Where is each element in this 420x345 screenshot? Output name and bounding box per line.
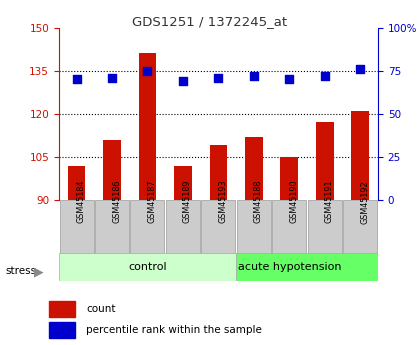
Text: count: count [87, 304, 116, 314]
Point [180, 78, 186, 84]
Bar [201, 200, 236, 254]
Point [250, 73, 257, 79]
Bar [245, 137, 263, 200]
Text: GSM45192: GSM45192 [360, 180, 369, 224]
Point [357, 66, 364, 72]
Bar [131, 200, 165, 254]
Bar [272, 200, 306, 254]
Text: GDS1251 / 1372245_at: GDS1251 / 1372245_at [132, 16, 288, 29]
Bar [50, 301, 75, 317]
Bar [166, 200, 200, 254]
Point [321, 73, 328, 79]
Bar [103, 140, 121, 200]
Text: GSM45193: GSM45193 [218, 180, 227, 224]
Text: percentile rank within the sample: percentile rank within the sample [87, 325, 262, 335]
Text: GSM45189: GSM45189 [183, 180, 192, 224]
Text: stress: stress [6, 266, 37, 276]
Bar [95, 200, 129, 254]
Bar [59, 253, 236, 281]
Bar [308, 200, 342, 254]
Bar [68, 166, 85, 200]
Bar [352, 111, 369, 200]
Text: GSM45187: GSM45187 [147, 180, 157, 224]
Text: GSM45191: GSM45191 [325, 180, 334, 224]
Bar [210, 146, 227, 200]
Bar [236, 253, 378, 281]
Point [73, 77, 80, 82]
Bar [316, 122, 333, 200]
Bar [50, 322, 75, 338]
Point [286, 77, 293, 82]
Point [144, 68, 151, 73]
Bar [174, 166, 192, 200]
Bar [281, 157, 298, 200]
Bar [139, 53, 156, 200]
Text: acute hypotension: acute hypotension [238, 262, 341, 272]
Bar [60, 200, 94, 254]
Text: ▶: ▶ [34, 265, 43, 278]
Point [215, 75, 222, 80]
Text: GSM45190: GSM45190 [289, 180, 298, 224]
Point [109, 75, 116, 80]
Text: GSM45184: GSM45184 [76, 180, 86, 224]
Text: GSM45186: GSM45186 [112, 180, 121, 224]
Bar [343, 200, 377, 254]
Text: GSM45188: GSM45188 [254, 180, 263, 224]
Text: control: control [128, 262, 167, 272]
Bar [237, 200, 271, 254]
